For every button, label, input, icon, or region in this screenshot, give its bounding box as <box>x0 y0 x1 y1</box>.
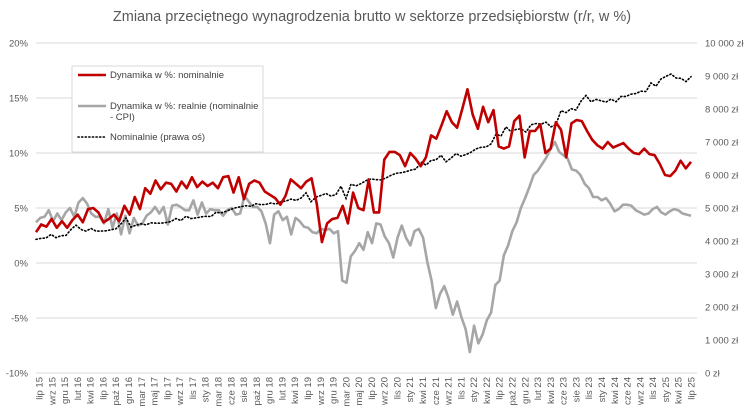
legend-label-real: Dynamika w %: realnie (nominalnie - CPI) <box>110 101 258 123</box>
x-tick-label: lip 25 <box>687 377 698 400</box>
x-tick-label: lip 20 <box>367 377 378 400</box>
chart-title: Zmiana przeciętnego wynagrodzenia brutto… <box>113 9 631 25</box>
x-tick-label: paź 18 <box>252 377 263 406</box>
x-tick-label: gru 22 <box>520 377 531 404</box>
x-tick-label: sie 18 <box>239 377 250 402</box>
x-tick-label: maj 20 <box>354 377 365 406</box>
x-tick-label: lis 20 <box>392 377 403 399</box>
x-tick-label: kwi 23 <box>546 377 557 404</box>
x-tick-label: kwi 16 <box>86 377 97 404</box>
x-tick-label: paź 22 <box>508 377 519 406</box>
x-tick-label: sty 21 <box>405 377 416 402</box>
x-tick-label: lut 16 <box>73 377 84 400</box>
y-right-tick-label: 8 000 zł <box>705 105 739 116</box>
x-tick-label: wrz 24 <box>635 377 646 406</box>
y-right-tick-label: 3 000 zł <box>705 270 739 281</box>
x-tick-label: wrz 15 <box>47 377 58 406</box>
x-tick-label: sty 22 <box>469 377 480 402</box>
x-tick-label: wrz 19 <box>316 377 327 406</box>
y-left-tick-label: -10% <box>6 369 29 380</box>
x-tick-label: sie 23 <box>571 377 582 402</box>
series-line-1 <box>35 140 692 354</box>
x-tick-label: lis 24 <box>648 377 659 399</box>
series-line-2 <box>35 73 692 241</box>
legend: Dynamika w %: nominalnie Dynamika w %: r… <box>71 65 264 153</box>
y-right-tick-label: 2 000 zł <box>705 303 739 314</box>
y-axis-left: 20% 15% 10% 5% 0% -5% -10% <box>6 39 29 380</box>
y-right-tick-label: 5 000 zł <box>705 204 739 215</box>
x-tick-label: maj 17 <box>150 377 161 406</box>
series-lines <box>34 73 693 354</box>
x-tick-label: kwi 24 <box>610 377 621 404</box>
x-tick-label: wrz 20 <box>380 377 391 406</box>
x-tick-label: kwi 25 <box>674 377 685 404</box>
x-tick-label: cze 23 <box>559 377 570 405</box>
x-tick-label: paź 16 <box>111 377 122 406</box>
x-tick-label: lis 21 <box>456 377 467 399</box>
x-tick-label: lis 23 <box>584 377 595 399</box>
y-left-tick-label: 0% <box>14 259 28 270</box>
x-tick-label: sty 24 <box>597 377 608 402</box>
y-axis-right: 10 000 zł 9 000 zł 8 000 zł 7 000 zł 6 000 z… <box>705 39 744 380</box>
x-tick-label: mar 18 <box>213 377 224 407</box>
x-tick-label: cze 24 <box>623 377 634 405</box>
y-right-tick-label: 9 000 zł <box>705 72 739 83</box>
y-right-tick-label: 7 000 zł <box>705 138 739 149</box>
x-tick-label: sty 18 <box>201 377 212 402</box>
x-tick-label: gru 18 <box>265 377 276 404</box>
x-tick-label: lip 19 <box>303 377 314 400</box>
x-tick-label: mar 20 <box>341 377 352 407</box>
x-tick-label: gru 16 <box>124 377 135 404</box>
y-right-tick-label: 6 000 zł <box>705 171 739 182</box>
x-axis: lip 15 wrz 15 gru 15 lut 16 kwi 16 lip 16 paź … <box>35 377 698 407</box>
x-tick-label: gru 15 <box>60 377 71 404</box>
x-tick-label: wrz 21 <box>444 377 455 406</box>
x-tick-label: lip 16 <box>98 377 109 400</box>
x-tick-label: cze 18 <box>226 377 237 405</box>
x-tick-label: lut 19 <box>277 377 288 400</box>
y-left-tick-label: 15% <box>9 94 29 105</box>
x-tick-label: gru 19 <box>329 377 340 404</box>
legend-label-nominal: Dynamika w %: nominalnie <box>110 70 224 81</box>
y-right-tick-label: 1 000 zł <box>705 336 739 347</box>
x-tick-label: lut 23 <box>533 377 544 400</box>
x-tick-label: kwi 21 <box>418 377 429 404</box>
series-line-0 <box>34 87 693 244</box>
x-tick-label: cze 21 <box>431 377 442 405</box>
y-left-tick-label: 5% <box>14 204 28 215</box>
x-tick-label: mar 17 <box>137 377 148 407</box>
x-tick-label: lip 22 <box>495 377 506 400</box>
y-right-tick-label: 0 zł <box>705 369 721 380</box>
x-tick-label: lip 17 <box>162 377 173 400</box>
x-tick-label: kwi 19 <box>290 377 301 404</box>
x-tick-label: sty 25 <box>661 377 672 402</box>
x-tick-label: lip 15 <box>35 377 46 400</box>
y-right-tick-label: 4 000 zł <box>705 237 739 248</box>
y-right-tick-label: 10 000 zł <box>705 39 744 50</box>
x-tick-label: wrz 17 <box>175 377 186 406</box>
x-tick-label: kwi 22 <box>482 377 493 404</box>
y-left-tick-label: 10% <box>9 149 29 160</box>
x-tick-label: lis 17 <box>188 377 199 399</box>
y-left-tick-label: 20% <box>9 39 29 50</box>
y-left-tick-label: -5% <box>11 314 28 325</box>
legend-label-right-axis: Nominalnie (prawa oś) <box>110 132 205 143</box>
